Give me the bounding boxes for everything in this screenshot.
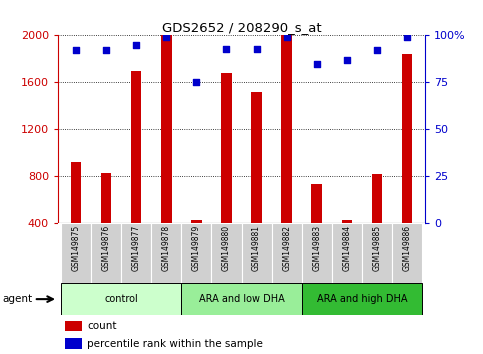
Bar <box>151 223 181 283</box>
Bar <box>371 174 382 223</box>
Bar <box>181 223 212 283</box>
Text: GSM149880: GSM149880 <box>222 225 231 271</box>
Text: GSM149885: GSM149885 <box>372 225 382 271</box>
Bar <box>302 223 332 283</box>
Point <box>343 57 351 63</box>
Text: GSM149884: GSM149884 <box>342 225 351 271</box>
Bar <box>242 223 271 283</box>
Text: GSM149886: GSM149886 <box>402 225 412 271</box>
Bar <box>65 320 82 331</box>
Bar <box>251 92 262 223</box>
Bar <box>71 162 81 223</box>
Text: agent: agent <box>2 294 32 304</box>
Point <box>313 61 321 67</box>
Bar <box>61 283 181 315</box>
Point <box>162 34 170 40</box>
Bar <box>341 219 352 223</box>
Point <box>373 47 381 53</box>
Point <box>283 34 290 40</box>
Point <box>403 34 411 40</box>
Text: count: count <box>87 321 117 331</box>
Bar <box>161 35 171 223</box>
Bar <box>271 223 302 283</box>
Bar <box>302 283 422 315</box>
Text: ARA and high DHA: ARA and high DHA <box>316 294 407 304</box>
Bar <box>332 223 362 283</box>
Bar <box>181 283 302 315</box>
Text: GSM149876: GSM149876 <box>101 225 111 271</box>
Title: GDS2652 / 208290_s_at: GDS2652 / 208290_s_at <box>162 21 321 34</box>
Text: percentile rank within the sample: percentile rank within the sample <box>87 339 263 349</box>
Bar <box>312 184 322 223</box>
Text: GSM149875: GSM149875 <box>71 225 81 271</box>
Bar <box>392 223 422 283</box>
Bar <box>221 73 232 223</box>
Bar <box>121 223 151 283</box>
Text: GSM149883: GSM149883 <box>312 225 321 271</box>
Bar <box>131 70 142 223</box>
Bar <box>212 223 242 283</box>
Point <box>193 79 200 85</box>
Point <box>72 47 80 53</box>
Text: GSM149877: GSM149877 <box>132 225 141 271</box>
Text: GSM149882: GSM149882 <box>282 225 291 271</box>
Bar <box>402 54 412 223</box>
Point <box>102 47 110 53</box>
Bar <box>91 223 121 283</box>
Bar <box>61 223 91 283</box>
Point <box>253 46 260 51</box>
Bar <box>65 338 82 349</box>
Text: GSM149878: GSM149878 <box>162 225 171 271</box>
Text: control: control <box>104 294 138 304</box>
Bar <box>101 173 112 223</box>
Text: ARA and low DHA: ARA and low DHA <box>199 294 284 304</box>
Point <box>132 42 140 47</box>
Bar <box>191 219 201 223</box>
Bar <box>282 35 292 223</box>
Point <box>223 46 230 51</box>
Text: GSM149881: GSM149881 <box>252 225 261 271</box>
Text: GSM149879: GSM149879 <box>192 225 201 271</box>
Bar <box>362 223 392 283</box>
